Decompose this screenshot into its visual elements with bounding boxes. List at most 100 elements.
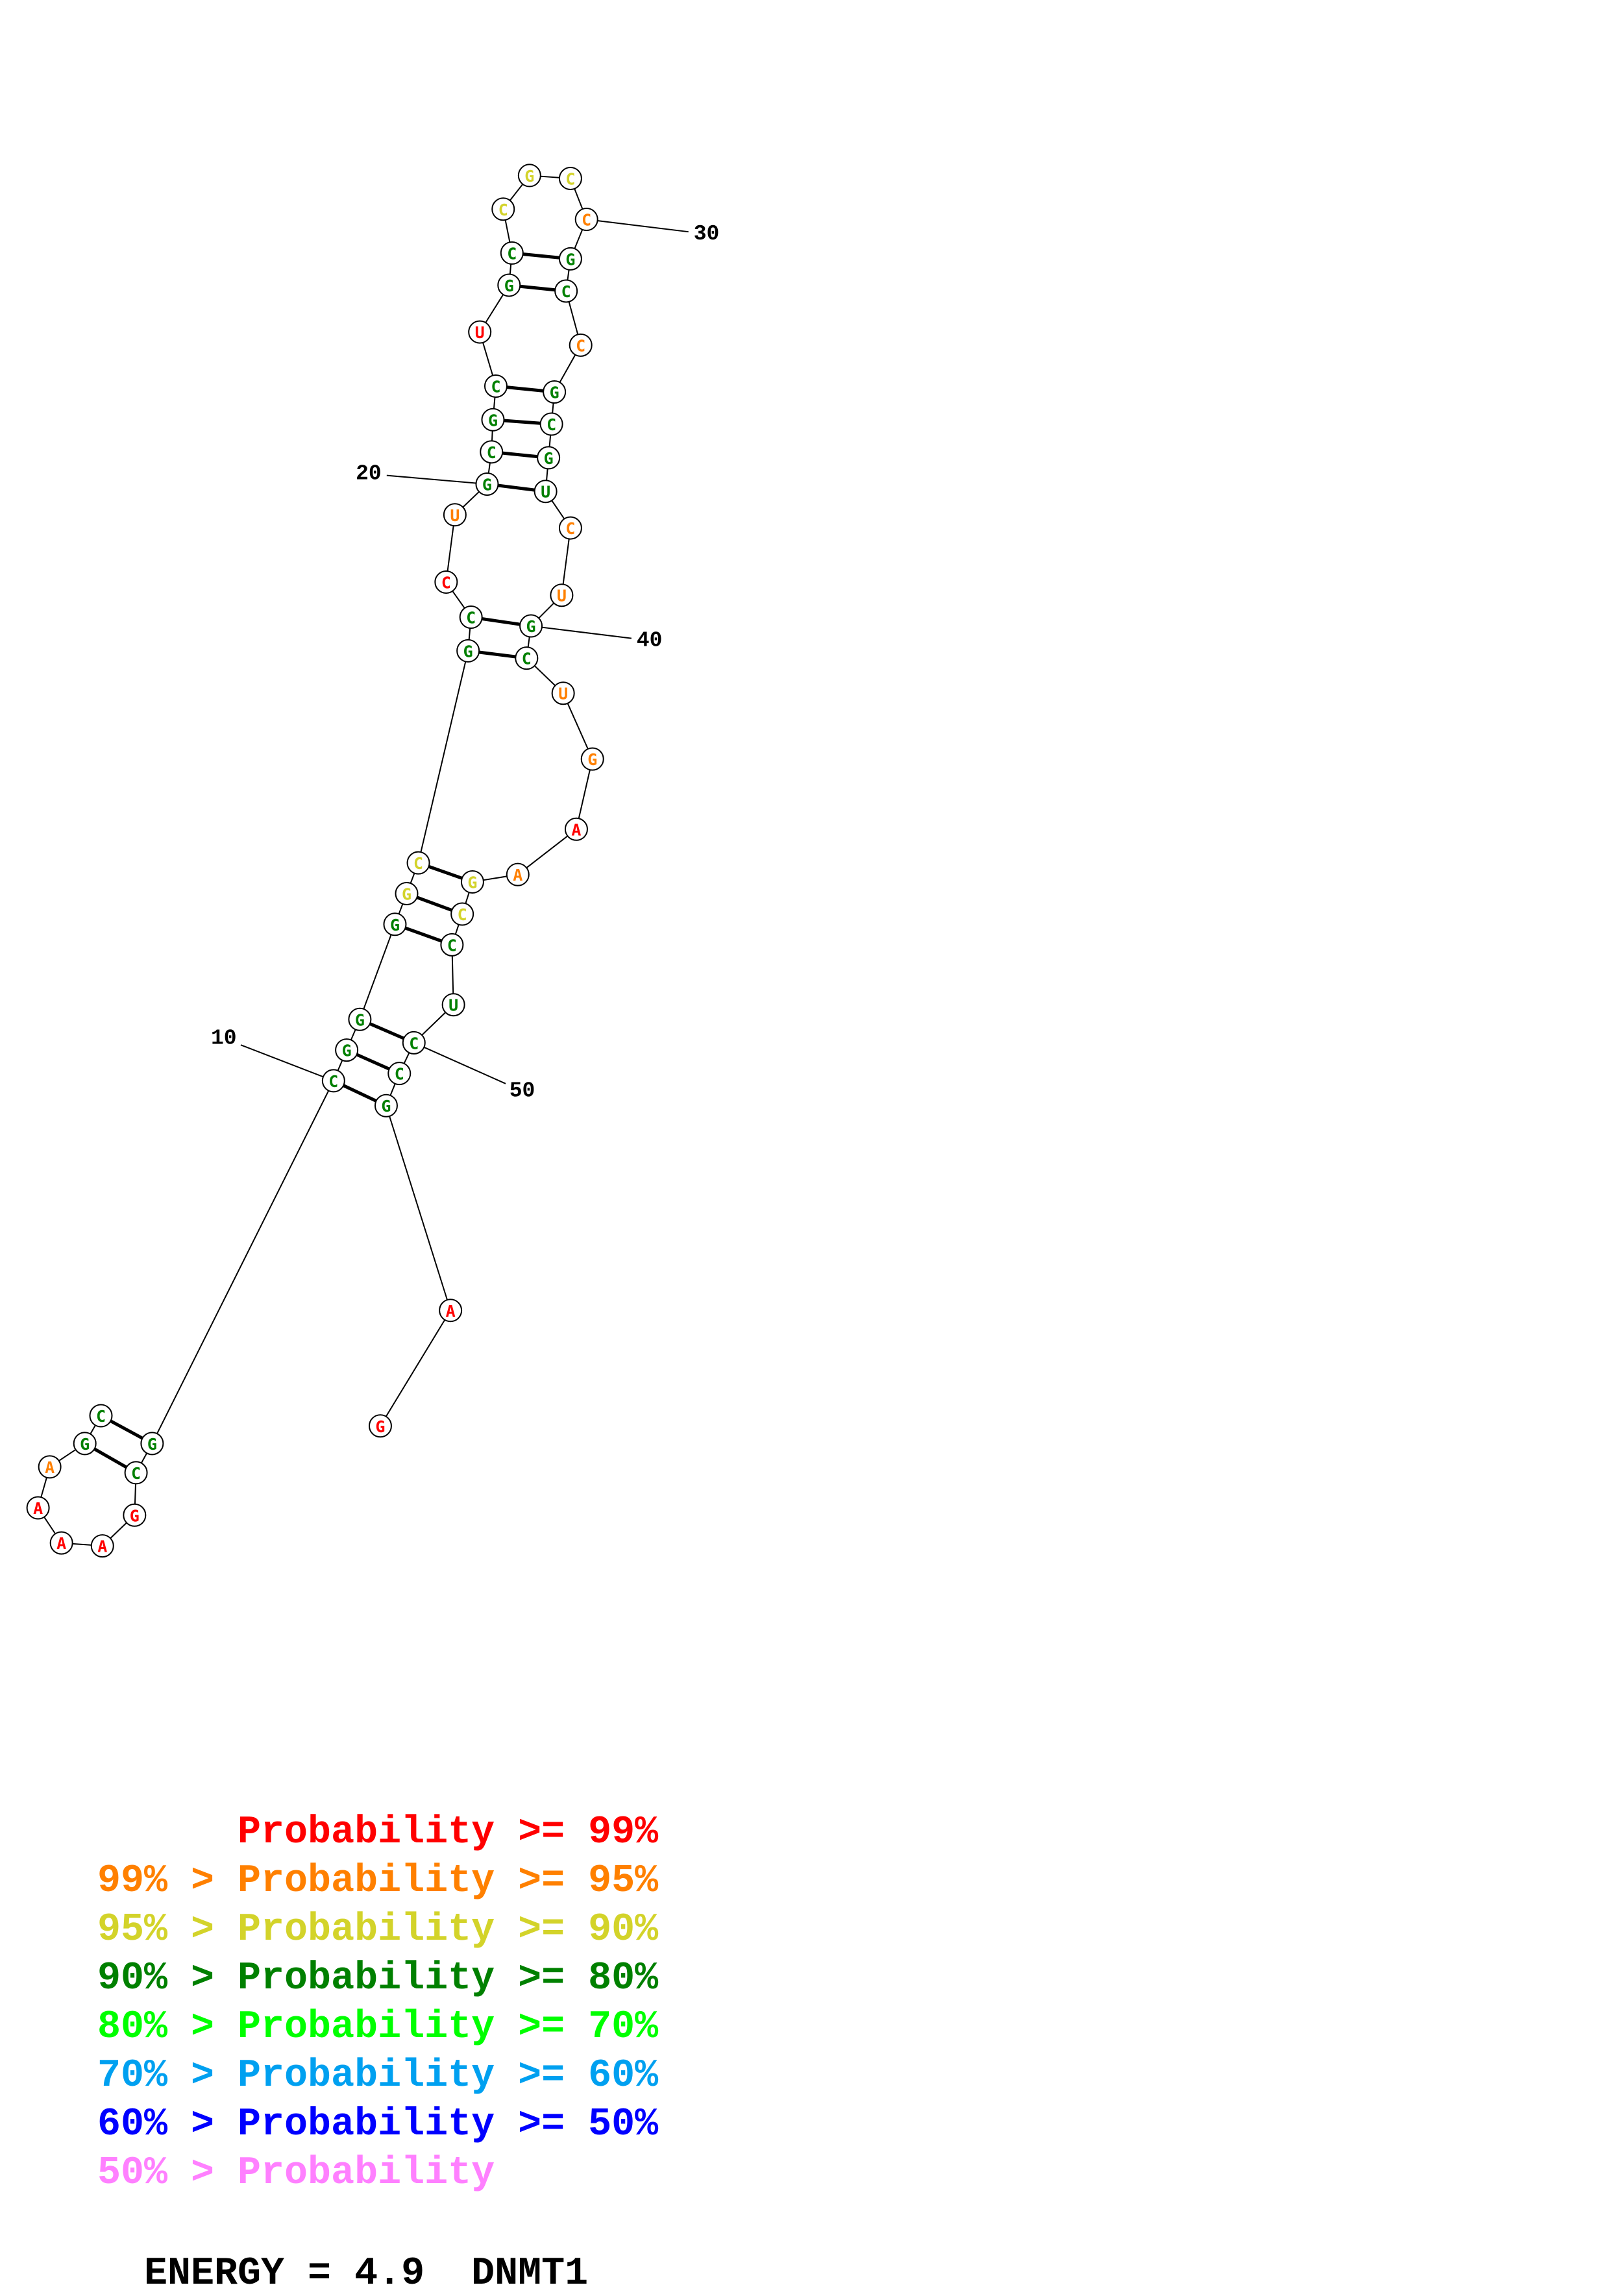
nucleotide: C xyxy=(89,1404,113,1428)
position-label: 40 xyxy=(637,629,663,653)
nucleotide-circle xyxy=(38,1455,62,1479)
backbone-link xyxy=(417,650,469,863)
nucleotide-circle xyxy=(441,993,465,1017)
position-label-leaders xyxy=(240,219,689,1084)
backbone-link xyxy=(575,759,593,830)
nucleotide-letter: G xyxy=(147,1435,157,1454)
molecule-name: DNMT1 xyxy=(471,2252,589,2296)
nucleotide: A xyxy=(439,1299,463,1323)
label-leader-line xyxy=(413,1042,506,1084)
nucleotide-circle xyxy=(89,1404,113,1428)
nucleotide: C xyxy=(515,646,539,670)
nucleotide-circle xyxy=(491,197,515,221)
nucleotide-letter: C xyxy=(565,519,575,538)
nucleotide-letter: C xyxy=(413,854,423,873)
nucleotide-letter: C xyxy=(466,609,476,628)
nucleotide: G xyxy=(123,1503,147,1527)
nucleotide: U xyxy=(441,993,465,1017)
nucleotide-letter: C xyxy=(498,201,508,219)
nucleotide: G xyxy=(517,164,541,188)
nucleotide-letter: C xyxy=(447,936,457,955)
nucleotide-letter: G xyxy=(467,873,477,892)
nucleotide-circle xyxy=(49,1531,73,1555)
nucleotide-circle xyxy=(468,320,492,344)
nucleotide-letter: C xyxy=(547,415,556,434)
nucleotide: G xyxy=(395,881,419,905)
nucleotide: C xyxy=(124,1461,148,1485)
nucleotide-letter: A xyxy=(97,1537,107,1556)
nucleotide: G xyxy=(140,1432,164,1456)
nucleotide-circle xyxy=(558,166,582,190)
nucleotide-letter: A xyxy=(446,1302,456,1321)
nucleotide-circle xyxy=(517,164,541,188)
legend-entry: 60% > Probability >= 50% xyxy=(97,2103,659,2147)
nucleotide-circle xyxy=(434,570,458,594)
nucleotide: C xyxy=(406,851,430,875)
nucleotide: G xyxy=(519,614,543,638)
nucleotide: C xyxy=(440,933,464,957)
nucleotide: U xyxy=(468,320,492,344)
nucleotide-circle xyxy=(26,1496,50,1520)
nucleotide: G xyxy=(374,1093,398,1117)
position-label: 50 xyxy=(510,1079,535,1103)
nucleotide-letter: G xyxy=(488,411,498,430)
nucleotide-circle xyxy=(395,881,419,905)
legend-entry: 99% > Probability >= 95% xyxy=(97,1859,659,1903)
nucleotide-circle xyxy=(387,1062,411,1086)
nucleotide-circle xyxy=(73,1432,97,1456)
backbone-link xyxy=(151,1080,334,1444)
nucleotide: C xyxy=(558,166,582,190)
nucleotide: C xyxy=(500,241,524,265)
position-label: 20 xyxy=(356,462,382,486)
nucleotide: A xyxy=(90,1534,114,1558)
nucleotide-letter: U xyxy=(557,587,567,605)
base-pair-bonds xyxy=(84,251,571,1474)
nucleotide-letter: U xyxy=(558,685,568,703)
backbone-links xyxy=(37,175,593,1547)
nucleotide-letter: C xyxy=(458,905,467,924)
nucleotide-circle xyxy=(368,1414,392,1438)
nucleotide-letter: C xyxy=(409,1034,419,1053)
energy-label: ENERGY = 4.9 xyxy=(144,2252,425,2296)
nucleotide-letter: U xyxy=(475,323,485,342)
nucleotide: G xyxy=(335,1038,359,1062)
nucleotide-letter: G xyxy=(526,617,536,636)
nucleotide-letter: G xyxy=(524,167,534,186)
nucleotide: C xyxy=(387,1062,411,1086)
nucleotide-letter: U xyxy=(541,483,550,502)
nucleotide: G xyxy=(456,639,480,663)
legend-entry: Probability >= 99% xyxy=(97,1811,659,1855)
nucleotide-circle xyxy=(123,1503,147,1527)
nucleotide-letter: U xyxy=(450,506,460,525)
nucleotide-circle xyxy=(543,380,567,404)
label-leader-line xyxy=(530,625,632,639)
nucleotide: G xyxy=(460,870,484,894)
nucleotide: A xyxy=(26,1496,50,1520)
nucleotide: G xyxy=(383,912,407,936)
nucleotide-letter: C xyxy=(487,443,497,462)
nucleotide: C xyxy=(402,1031,426,1055)
nucleotide-circle xyxy=(460,870,484,894)
nucleotide-letter: G xyxy=(130,1506,140,1525)
nucleotide-circle xyxy=(124,1461,148,1485)
nucleotide-circle xyxy=(450,902,474,926)
nucleotide-letter: C xyxy=(328,1072,338,1091)
legend-entry: 80% > Probability >= 70% xyxy=(97,2005,659,2049)
nucleotide-circle xyxy=(440,933,464,957)
nucleotide-letter: C xyxy=(522,650,532,668)
backbone-link xyxy=(517,829,577,875)
nucleotide-circle xyxy=(551,681,575,705)
nucleotide-letter: G xyxy=(342,1042,352,1060)
nucleotide-circle xyxy=(406,851,430,875)
nucleotide-letter: C xyxy=(96,1407,106,1426)
nucleotide-circle xyxy=(335,1038,359,1062)
nucleotide-letter: G xyxy=(355,1010,365,1029)
nucleotide-letter: G xyxy=(544,449,554,468)
nucleotide-circle xyxy=(439,1299,463,1323)
nucleotide: A xyxy=(564,817,588,841)
nucleotide: G xyxy=(475,472,499,496)
nucleotide-circle xyxy=(348,1007,372,1031)
nucleotide-circle xyxy=(537,446,561,470)
nucleotide: C xyxy=(491,197,515,221)
